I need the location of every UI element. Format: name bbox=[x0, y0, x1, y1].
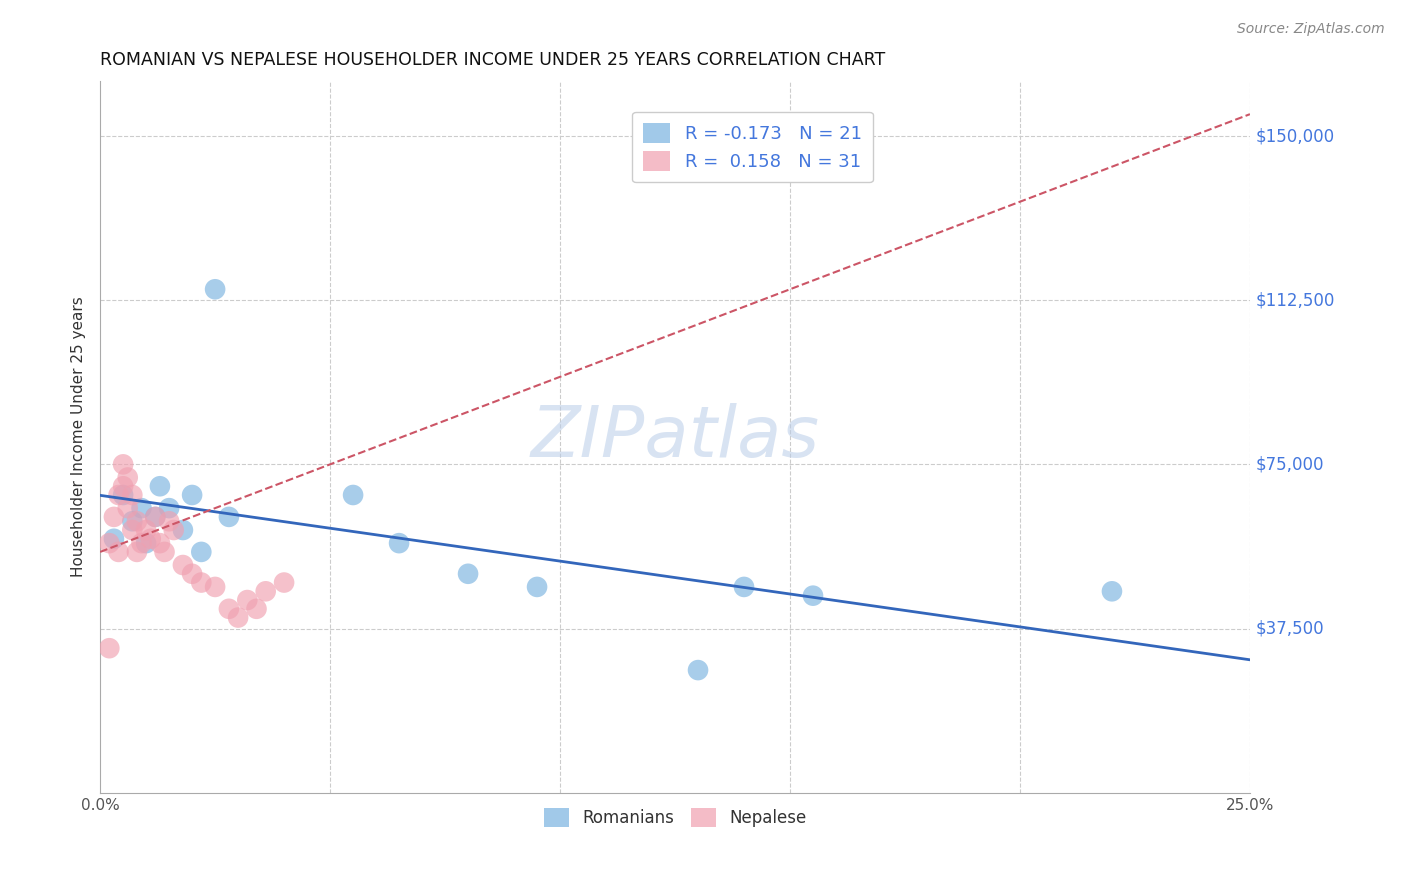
Point bbox=[172, 523, 194, 537]
Point bbox=[135, 536, 157, 550]
Point bbox=[117, 470, 139, 484]
Point bbox=[103, 509, 125, 524]
Text: ROMANIAN VS NEPALESE HOUSEHOLDER INCOME UNDER 25 YEARS CORRELATION CHART: ROMANIAN VS NEPALESE HOUSEHOLDER INCOME … bbox=[100, 51, 886, 69]
Point bbox=[131, 536, 153, 550]
Point bbox=[153, 545, 176, 559]
Point bbox=[190, 545, 212, 559]
Point bbox=[112, 458, 135, 472]
Point bbox=[342, 488, 364, 502]
Point bbox=[218, 602, 240, 616]
Point bbox=[131, 501, 153, 516]
Point bbox=[254, 584, 277, 599]
Point bbox=[139, 532, 162, 546]
Point bbox=[190, 575, 212, 590]
Point bbox=[149, 479, 172, 493]
Point bbox=[157, 514, 180, 528]
Point bbox=[107, 488, 129, 502]
Point bbox=[121, 488, 143, 502]
Y-axis label: Householder Income Under 25 years: Householder Income Under 25 years bbox=[72, 297, 86, 577]
Point bbox=[388, 536, 411, 550]
Point bbox=[125, 545, 148, 559]
Point bbox=[107, 545, 129, 559]
Point bbox=[526, 580, 548, 594]
Point bbox=[204, 282, 226, 296]
Point bbox=[236, 593, 259, 607]
Point bbox=[112, 488, 135, 502]
Legend: Romanians, Nepalese: Romanians, Nepalese bbox=[537, 802, 813, 834]
Point bbox=[686, 663, 709, 677]
Point bbox=[121, 514, 143, 528]
Point bbox=[112, 479, 135, 493]
Point bbox=[172, 558, 194, 572]
Text: ZIPatlas: ZIPatlas bbox=[530, 402, 820, 472]
Point bbox=[801, 589, 824, 603]
Point bbox=[121, 523, 143, 537]
Point bbox=[181, 566, 204, 581]
Point bbox=[103, 532, 125, 546]
Point bbox=[226, 610, 249, 624]
Point bbox=[204, 580, 226, 594]
Point bbox=[143, 509, 166, 524]
Point bbox=[273, 575, 295, 590]
Point bbox=[733, 580, 755, 594]
Text: Source: ZipAtlas.com: Source: ZipAtlas.com bbox=[1237, 22, 1385, 37]
Point bbox=[98, 641, 121, 656]
Text: $37,500: $37,500 bbox=[1256, 620, 1324, 638]
Point bbox=[143, 509, 166, 524]
Point bbox=[157, 501, 180, 516]
Point bbox=[135, 523, 157, 537]
Point bbox=[125, 514, 148, 528]
Point bbox=[117, 501, 139, 516]
Point bbox=[181, 488, 204, 502]
Point bbox=[163, 523, 186, 537]
Point bbox=[1101, 584, 1123, 599]
Point bbox=[98, 536, 121, 550]
Point bbox=[457, 566, 479, 581]
Point bbox=[218, 509, 240, 524]
Text: $75,000: $75,000 bbox=[1256, 455, 1324, 474]
Point bbox=[245, 602, 267, 616]
Text: $112,500: $112,500 bbox=[1256, 291, 1336, 310]
Text: $150,000: $150,000 bbox=[1256, 127, 1334, 145]
Point bbox=[149, 536, 172, 550]
